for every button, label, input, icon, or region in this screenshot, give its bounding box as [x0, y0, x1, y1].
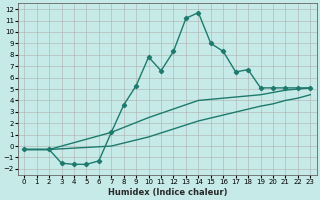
X-axis label: Humidex (Indice chaleur): Humidex (Indice chaleur) — [108, 188, 227, 197]
